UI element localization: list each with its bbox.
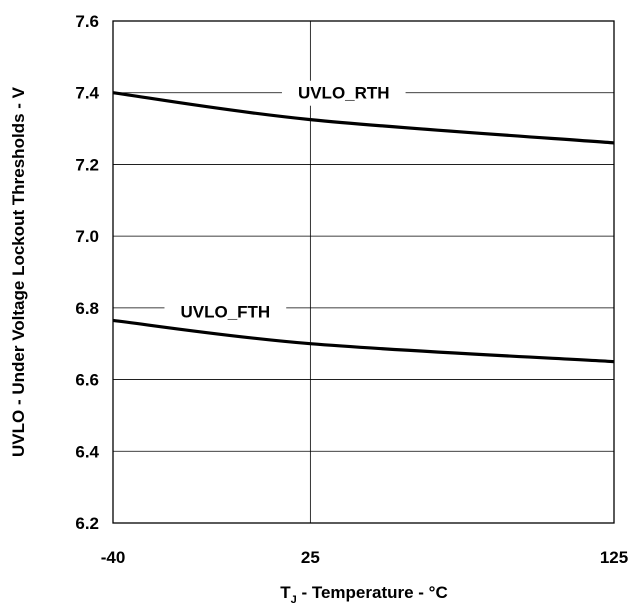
y-tick-label: 7.6	[75, 12, 99, 31]
series-line-uvlo-rth	[112, 91, 615, 145]
x-tick-labels: -40 25 125	[101, 548, 628, 567]
x-axis-title: TJ - Temperature - °C	[280, 583, 448, 605]
plot-frame	[112, 20, 615, 524]
x-axis-title-prefix: T	[280, 583, 291, 602]
series-label-background	[164, 299, 287, 325]
series-line-uvlo-fth	[112, 318, 615, 364]
series-lines	[112, 91, 615, 364]
x-axis-title-suffix: - Temperature - °C	[297, 583, 448, 602]
x-axis-title-subscript: J	[291, 594, 297, 605]
y-tick-label: 6.2	[75, 514, 99, 533]
x-tick-label: -40	[101, 548, 126, 567]
series-label-uvlo-rth: UVLO_RTH	[298, 84, 390, 103]
series-labels: UVLO_RTH UVLO_FTH	[164, 80, 406, 325]
x-tick-label: 125	[600, 548, 628, 567]
y-tick-label: 6.4	[75, 442, 99, 461]
series-label-background	[281, 80, 406, 106]
y-tick-label: 7.4	[75, 84, 99, 103]
y-tick-label: 6.8	[75, 299, 99, 318]
y-tick-label: 7.2	[75, 155, 99, 174]
series-label-uvlo-fth: UVLO_FTH	[180, 302, 270, 321]
y-axis-title: UVLO - Under Voltage Lockout Thresholds …	[9, 86, 28, 457]
y-tick-label: 7.0	[75, 227, 99, 246]
x-tick-label: 25	[301, 548, 320, 567]
y-tick-labels: 6.2 6.4 6.6 6.8 7.0 7.2 7.4 7.6	[75, 12, 99, 533]
y-tick-label: 6.6	[75, 371, 99, 390]
